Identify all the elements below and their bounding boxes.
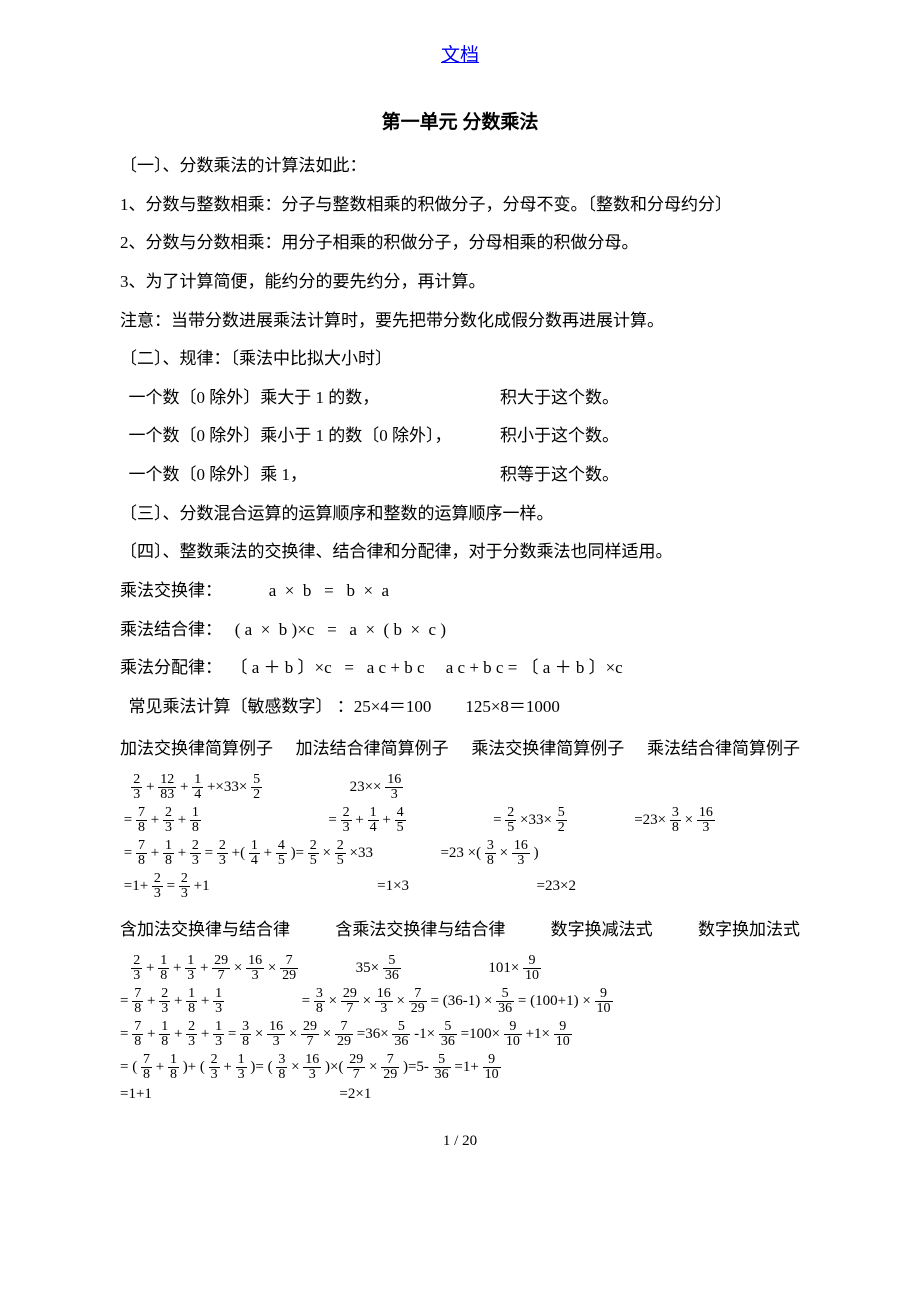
page-number: 1 / 20 xyxy=(120,1133,800,1150)
rule-row-1: 一个数〔0 除外〕乘大于 1 的数， 积大于这个数。 xyxy=(120,386,800,411)
ex2-head-3: 数字换减法式 xyxy=(551,915,653,940)
law-associative: 乘法结合律： ( a × b )×c = a × ( b × c ) xyxy=(120,618,800,643)
rule-1-left: 一个数〔0 除外〕乘大于 1 的数， xyxy=(120,386,500,411)
ex2-head-2: 含乘法交换律与结合律 xyxy=(335,915,505,940)
math-block-2-row-2: = 78 + 23 + 18 + 13 = 38 × 297 × 163 × 7… xyxy=(120,987,800,1016)
section-4-heading: 〔四〕、整数乘法的交换律、结合律和分配律，对于分数乘法也同样适用。 xyxy=(120,540,800,565)
rule-1-right: 积大于这个数。 xyxy=(500,386,619,411)
section-3: 〔三〕、分数混合运算的运算顺序和整数的运算顺序一样。 xyxy=(120,502,800,527)
document-link-header: 文档 xyxy=(120,40,800,67)
section-2-heading: 〔二〕、规律：〔乘法中比拟大小时〕 xyxy=(120,347,800,372)
law-distributive: 乘法分配律： 〔 a ＋ b 〕×c = a c + b c a c + b c… xyxy=(120,656,800,681)
section-1-item-1: 1、分数与整数相乘：分子与整数相乘的积做分子，分母不变。〔整数和分母约分〕 xyxy=(120,193,800,218)
rule-row-2: 一个数〔0 除外〕乘小于 1 的数〔0 除外〕， 积小于这个数。 xyxy=(120,424,800,449)
math-block-2-row-5: =1+1 =2×1 xyxy=(120,1086,800,1103)
ex-head-1: 加法交换律简算例子 xyxy=(120,734,273,759)
page-title: 第一单元 分数乘法 xyxy=(120,107,800,134)
ex2-head-1: 含加法交换律与结合律 xyxy=(120,915,290,940)
section-1-heading: 〔一〕、分数乘法的计算法如此： xyxy=(120,154,800,179)
rule-2-right: 积小于这个数。 xyxy=(500,424,619,449)
section-1-item-2: 2、分数与分数相乘：用分子相乘的积做分子，分母相乘的积做分母。 xyxy=(120,231,800,256)
math-block-2-row-4: = ( 78 + 18 )+ ( 23 + 13 )= ( 38 × 163 )… xyxy=(120,1053,800,1082)
section-1-note: 注意：当带分数进展乘法计算时，要先把带分数化成假分数再进展计算。 xyxy=(120,309,800,334)
ex-head-3: 乘法交换律简算例子 xyxy=(471,734,624,759)
math-block-1-row-3: = 78 + 18 + 23 = 23 +( 14 + 45 )= 25 × 2… xyxy=(120,839,800,868)
math-block-2-row-1: 23 + 18 + 13 + 297 × 163 × 729 35× 536 1… xyxy=(120,954,800,983)
examples-header-row: 加法交换律简算例子 加法结合律简算例子 乘法交换律简算例子 乘法结合律简算例子 xyxy=(120,734,800,759)
ex-head-2: 加法结合律简算例子 xyxy=(296,734,449,759)
document-link[interactable]: 文档 xyxy=(441,45,479,66)
section-1-item-3: 3、为了计算简便，能约分的要先约分，再计算。 xyxy=(120,270,800,295)
law-commutative: 乘法交换律： a × b = b × a xyxy=(120,579,800,604)
sensitive-numbers: 常见乘法计算〔敏感数字〕 ：25×4＝100 125×8＝1000 xyxy=(120,695,800,720)
rule-3-left: 一个数〔0 除外〕乘 1， xyxy=(120,463,500,488)
rule-row-3: 一个数〔0 除外〕乘 1， 积等于这个数。 xyxy=(120,463,800,488)
math-block-1-row-1: 23 + 1283 + 14 +×33× 52 23×× 163 xyxy=(120,773,800,802)
ex-head-4: 乘法结合律简算例子 xyxy=(647,734,800,759)
ex2-head-4: 数字换加法式 xyxy=(698,915,800,940)
math-block-1-row-2: = 78 + 23 + 18 = 23 + 14 + 45 = 25 ×33× … xyxy=(120,806,800,835)
rule-3-right: 积等于这个数。 xyxy=(500,463,619,488)
examples-header-row-2: 含加法交换律与结合律 含乘法交换律与结合律 数字换减法式 数字换加法式 xyxy=(120,915,800,940)
math-block-2-row-3: = 78 + 18 + 23 + 13 = 38 × 163 × 297 × 7… xyxy=(120,1020,800,1049)
rule-2-left: 一个数〔0 除外〕乘小于 1 的数〔0 除外〕， xyxy=(120,424,500,449)
math-block-1-row-4: =1+ 23 = 23 +1 =1×3 =23×2 xyxy=(120,872,800,901)
